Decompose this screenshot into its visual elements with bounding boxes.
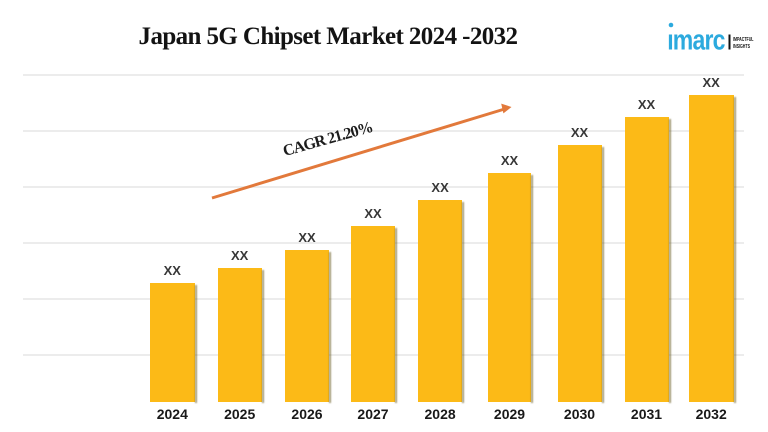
svg-text:IMPACTFUL: IMPACTFUL <box>733 37 754 43</box>
svg-text:INSIGHTS: INSIGHTS <box>733 44 750 50</box>
svg-text:ımarc: ımarc <box>667 25 725 57</box>
